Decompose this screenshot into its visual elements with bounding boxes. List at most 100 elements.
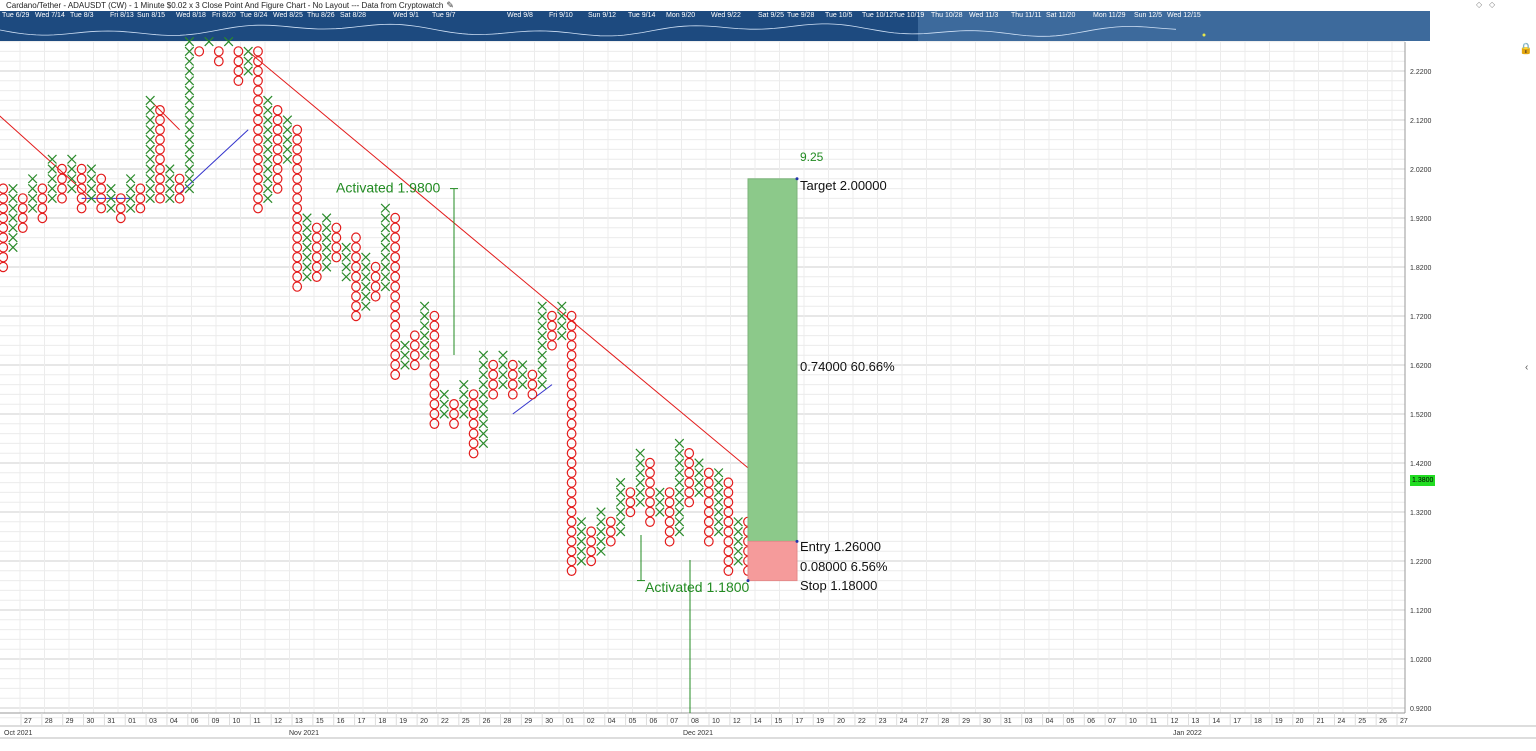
x-stroke (674, 487, 685, 498)
x-day-label: 04 (608, 718, 616, 725)
y-tick-label: 2.1200 (1410, 118, 1432, 125)
o-box (17, 193, 28, 204)
x-stroke (8, 232, 18, 243)
chevron-left-icon[interactable]: ‹ (1525, 362, 1529, 373)
y-tick-label: 1.2200 (1410, 559, 1432, 566)
x-box (243, 46, 253, 57)
o-box (155, 104, 165, 116)
x-stroke (478, 428, 489, 439)
x-stroke (184, 164, 195, 174)
x-day-label: 30 (983, 718, 991, 725)
x-day-label: 03 (149, 718, 157, 725)
x-stroke (419, 330, 430, 341)
o-box (37, 202, 48, 214)
x-stroke (713, 497, 724, 507)
lock-icon[interactable]: 🔒 (1519, 43, 1533, 55)
x-box (478, 428, 489, 439)
x-box (498, 379, 508, 390)
x-stroke (694, 487, 704, 498)
x-stroke (537, 340, 547, 351)
o-box (468, 448, 479, 459)
x-box (321, 223, 332, 233)
x-stroke (302, 242, 312, 253)
o-box (115, 193, 126, 204)
x-stroke (27, 203, 38, 213)
x-box (263, 193, 273, 204)
o-box (253, 202, 263, 214)
navigator-selection-window[interactable] (918, 11, 1430, 41)
diamond-icon[interactable]: ◇ (1489, 0, 1496, 9)
x-stroke (125, 174, 136, 184)
bearish-trendline (0, 115, 92, 199)
x-box (615, 526, 626, 537)
x-stroke (184, 125, 195, 135)
y-tick-label: 1.5200 (1410, 412, 1432, 419)
x-stroke (674, 448, 685, 458)
x-stroke (517, 379, 528, 390)
navigator-date: Fri 8/20 (212, 12, 236, 19)
x-stroke (47, 183, 57, 194)
x-stroke (537, 370, 547, 380)
x-box (282, 134, 293, 145)
chart-title: Cardano/Tether - ADAUSDT (CW) - 1 Minute… (6, 0, 454, 11)
pencil-icon[interactable]: ✎ (446, 0, 454, 10)
x-stroke (557, 311, 567, 321)
y-tick-label: 1.6200 (1410, 363, 1432, 370)
x-stroke (400, 340, 410, 351)
navigator-date: Mon 9/20 (666, 12, 696, 19)
x-stroke (498, 350, 508, 360)
x-box (439, 399, 449, 409)
navigator-date: Fri 9/10 (549, 12, 573, 19)
y-tick-label: 1.0200 (1410, 657, 1432, 664)
x-stroke (263, 95, 273, 106)
navigator-date: Sat 8/28 (340, 12, 367, 19)
x-box (478, 370, 489, 380)
activation-label: Activated 1.1800 (645, 579, 750, 595)
x-box (615, 487, 626, 498)
x-stroke (145, 164, 155, 174)
o-box (723, 555, 734, 567)
o-box (17, 222, 28, 233)
x-stroke (263, 193, 273, 204)
navigator-sparkline-path (0, 23, 1177, 37)
x-month-label: Oct 2021 (4, 730, 33, 737)
o-box (115, 212, 126, 224)
o-box (96, 173, 107, 184)
x-stroke (557, 301, 567, 311)
o-box (233, 46, 244, 57)
x-day-label: 18 (1254, 718, 1262, 725)
x-day-label: 07 (1108, 718, 1116, 725)
x-stroke (145, 105, 155, 115)
navigator-date: Thu 11/11 (1011, 12, 1042, 19)
x-day-label: 14 (754, 718, 762, 725)
o-box (566, 526, 577, 537)
x-box (459, 379, 469, 390)
x-stroke (263, 154, 273, 164)
x-box (165, 183, 175, 194)
x-stroke (223, 36, 234, 47)
x-box (419, 340, 430, 351)
time-navigator[interactable]: Tue 6/29 Wed 7/14 Tue 8/3 Fri 8/13 Sun 8/15 W… (0, 11, 1430, 41)
x-box (145, 95, 155, 106)
bearish-trendline (149, 100, 180, 131)
x-box (674, 487, 685, 498)
diamond-icon[interactable]: ◇ (1476, 0, 1483, 9)
x-stroke (204, 36, 214, 47)
x-stroke (596, 546, 606, 556)
x-stroke (635, 468, 645, 478)
o-box (272, 104, 283, 116)
x-day-label: 11 (1150, 718, 1157, 725)
o-box (527, 379, 538, 390)
o-box (429, 330, 440, 341)
o-box (311, 222, 322, 233)
x-stroke (184, 46, 195, 57)
o-box (272, 163, 283, 175)
x-box (537, 379, 547, 390)
x-stroke (576, 517, 587, 527)
navigator-date: Sun 8/15 (137, 12, 166, 19)
x-day-label: 10 (1129, 718, 1137, 725)
x-day-label: 28 (504, 718, 512, 725)
x-box (713, 517, 724, 527)
x-day-label: 15 (775, 718, 783, 725)
